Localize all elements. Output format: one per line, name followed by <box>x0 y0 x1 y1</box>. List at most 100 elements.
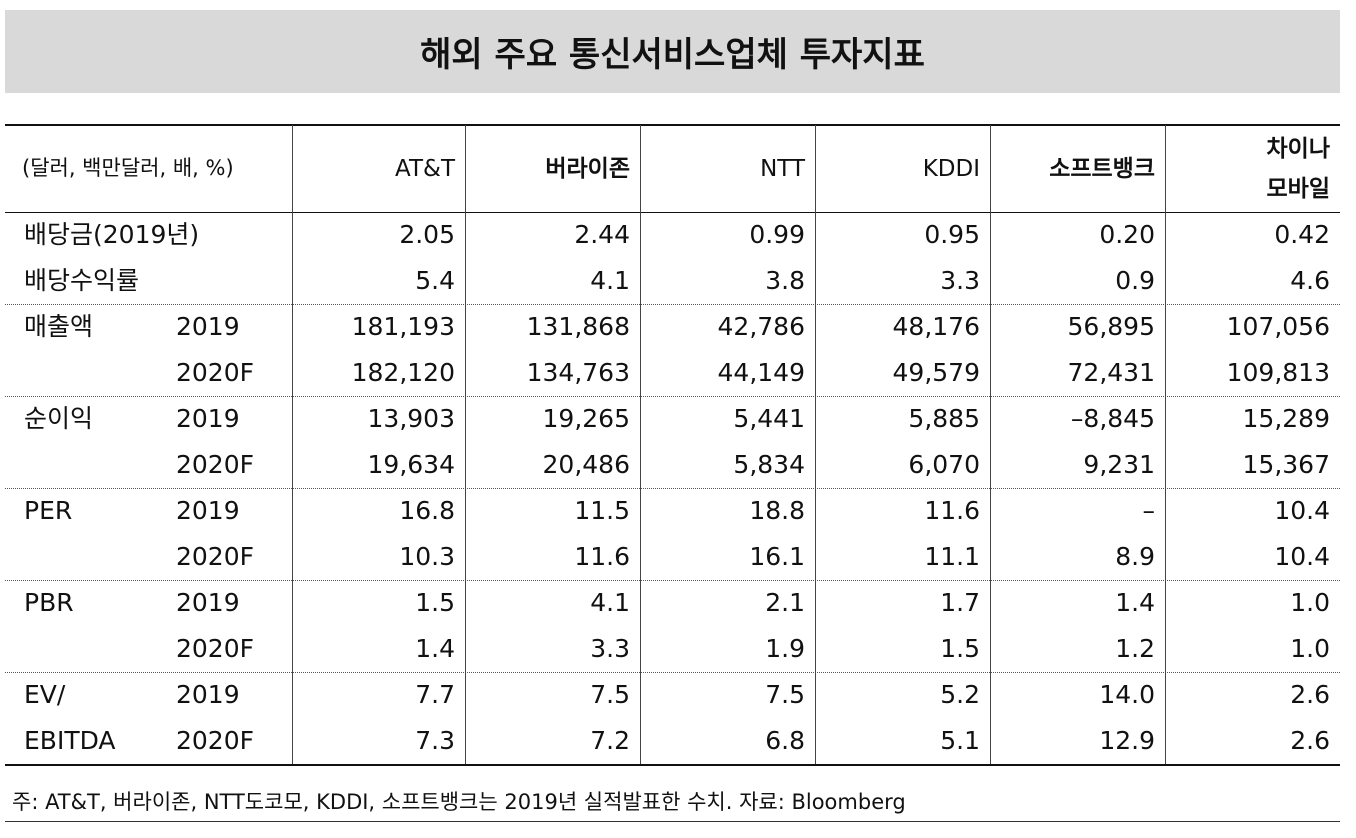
column-rule <box>1165 125 1166 764</box>
row-year: 2020F <box>176 634 255 663</box>
header-rule <box>5 212 1340 213</box>
row-year: 2020F <box>176 726 255 755</box>
cell-value: 7.5 <box>765 680 805 709</box>
cell-value: 107,056 <box>1226 312 1330 341</box>
cell-value: 2.6 <box>1290 726 1330 755</box>
row-label: EBITDA <box>24 726 116 755</box>
cell-value: 3.8 <box>765 266 805 295</box>
cell-value: 15,367 <box>1242 450 1330 479</box>
cell-value: 0.99 <box>749 220 805 249</box>
row-year: 2019 <box>176 404 240 433</box>
title: 해외 주요 통신서비스업체 투자지표 <box>5 10 1340 93</box>
column-header: NTT <box>760 155 805 182</box>
footnote-rule <box>5 821 1340 822</box>
cell-value: 1.4 <box>1115 588 1155 617</box>
cell-value: 7.2 <box>590 726 630 755</box>
column-header: AT&T <box>395 155 455 182</box>
cell-value: 11.5 <box>574 496 630 525</box>
row-year: 2020F <box>176 542 255 571</box>
cell-value: 0.9 <box>1115 266 1155 295</box>
cell-value: 8.9 <box>1115 542 1155 571</box>
cell-value: 0.95 <box>924 220 980 249</box>
cell-value: 44,149 <box>717 358 805 387</box>
cell-value: 5,441 <box>733 404 805 433</box>
row-label: 순이익 <box>24 404 94 433</box>
group-rule <box>5 580 1340 581</box>
column-rule <box>815 125 816 764</box>
cell-value: 6,070 <box>908 450 980 479</box>
cell-value: 1.0 <box>1290 634 1330 663</box>
cell-value: 2.05 <box>399 220 455 249</box>
cell-value: 10.4 <box>1274 542 1330 571</box>
cell-value: 1.7 <box>940 588 980 617</box>
cell-value: 1.5 <box>940 634 980 663</box>
group-rule <box>5 672 1340 673</box>
cell-value: 5.1 <box>940 726 980 755</box>
cell-value: 1.0 <box>1290 588 1330 617</box>
cell-value: 4.1 <box>590 588 630 617</box>
table-top-rule <box>5 124 1340 126</box>
cell-value: 48,176 <box>892 312 980 341</box>
column-rule <box>990 125 991 764</box>
cell-value: 1.2 <box>1115 634 1155 663</box>
row-year: 2019 <box>176 312 240 341</box>
cell-value: 7.3 <box>415 726 455 755</box>
row-year: 2020F <box>176 358 255 387</box>
table-bottom-rule <box>5 764 1340 766</box>
cell-value: 18.8 <box>749 496 805 525</box>
column-header: 소프트뱅크 <box>1049 155 1155 182</box>
cell-value: 11.1 <box>924 542 980 571</box>
cell-value: 56,895 <box>1067 312 1155 341</box>
cell-value: 11.6 <box>924 496 980 525</box>
cell-value: 5.4 <box>415 266 455 295</box>
cell-value: –8,845 <box>1070 404 1155 433</box>
row-year: 2019 <box>176 496 240 525</box>
cell-value: 14.0 <box>1099 680 1155 709</box>
column-header: 모바일 <box>1266 175 1330 202</box>
cell-value: 4.6 <box>1290 266 1330 295</box>
cell-value: 13,903 <box>367 404 455 433</box>
row-label: PBR <box>24 588 74 617</box>
column-rule <box>640 125 641 764</box>
unit-label: (달러, 백만달러, 배, %) <box>22 156 234 180</box>
cell-value: 1.5 <box>415 588 455 617</box>
column-rule <box>465 125 466 764</box>
cell-value: 12.9 <box>1099 726 1155 755</box>
row-label: 매출액 <box>24 312 94 341</box>
cell-value: 10.3 <box>399 542 455 571</box>
cell-value: 16.1 <box>749 542 805 571</box>
row-label: 배당수익률 <box>24 266 140 295</box>
cell-value: 1.9 <box>765 634 805 663</box>
cell-value: 0.20 <box>1099 220 1155 249</box>
cell-value: 3.3 <box>940 266 980 295</box>
cell-value: 7.7 <box>415 680 455 709</box>
cell-value: 0.42 <box>1274 220 1330 249</box>
cell-value: 131,868 <box>526 312 630 341</box>
cell-value: 3.3 <box>590 634 630 663</box>
cell-value: 4.1 <box>590 266 630 295</box>
cell-value: 9,231 <box>1083 450 1155 479</box>
cell-value: 49,579 <box>892 358 980 387</box>
column-header: 버라이존 <box>545 155 630 182</box>
cell-value: 7.5 <box>590 680 630 709</box>
row-year: 2019 <box>176 680 240 709</box>
row-label: PER <box>24 496 73 525</box>
cell-value: 5,885 <box>908 404 980 433</box>
row-year: 2020F <box>176 450 255 479</box>
cell-value: 15,289 <box>1242 404 1330 433</box>
cell-value: 10.4 <box>1274 496 1330 525</box>
group-rule <box>5 304 1340 305</box>
cell-value: 109,813 <box>1226 358 1330 387</box>
cell-value: – <box>1142 496 1156 525</box>
cell-value: 42,786 <box>717 312 805 341</box>
cell-value: 1.4 <box>415 634 455 663</box>
column-header: 차이나 <box>1266 135 1330 162</box>
cell-value: 2.44 <box>574 220 630 249</box>
row-label: EV/ <box>24 680 66 709</box>
cell-value: 19,634 <box>367 450 455 479</box>
cell-value: 2.6 <box>1290 680 1330 709</box>
cell-value: 182,120 <box>351 358 455 387</box>
row-year: 2019 <box>176 588 240 617</box>
footnote: 주: AT&T, 버라이존, NTT도코모, KDDI, 소프트뱅크는 2019… <box>12 790 906 814</box>
row-label: 배당금(2019년) <box>24 220 200 249</box>
